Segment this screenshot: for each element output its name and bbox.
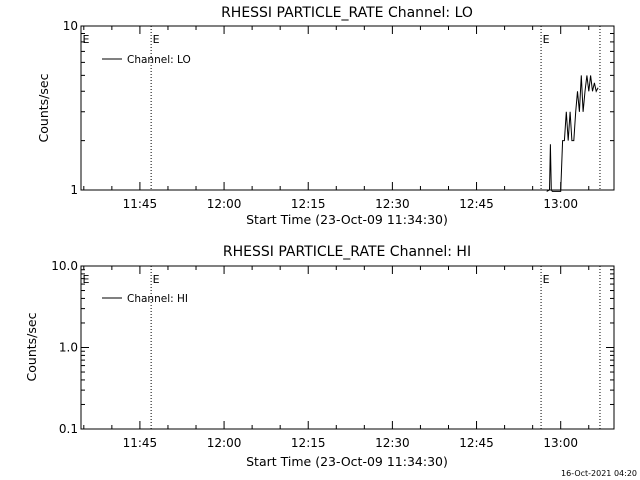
generation-timestamp: 16-Oct-2021 04:20 (561, 469, 637, 478)
x-tick-label: 12:45 (459, 436, 494, 450)
event-marker-label: E (153, 33, 160, 46)
chart-panel-hi: RHESSI PARTICLE_RATE Channel: HI 11:45 12… (24, 244, 615, 469)
y-tick-label: 10 (63, 19, 78, 33)
y-tick-labels: 0.1 1.0 10.0 (51, 259, 78, 436)
series-channel-lo (546, 75, 599, 192)
x-tick-label: 13:00 (543, 197, 578, 211)
x-tick-label: 12:00 (207, 436, 242, 450)
plot-frame (80, 25, 615, 191)
y-tick-label: 0.1 (59, 422, 78, 436)
x-tick-label: 13:00 (543, 436, 578, 450)
event-marker-label: E (543, 273, 550, 286)
plot-frame (80, 265, 615, 430)
x-tick-label: 12:15 (291, 436, 326, 450)
tick-marks (81, 265, 614, 430)
chart-panel-lo: RHESSI PARTICLE_RATE Channel: LO 11:45 12… (36, 5, 615, 227)
chart-title: RHESSI PARTICLE_RATE Channel: HI (223, 244, 471, 260)
series-line (546, 75, 599, 192)
legend-label-lo: Channel: LO (127, 54, 191, 66)
x-tick-label: 11:45 (123, 436, 158, 450)
y-tick-labels: 1 10 (63, 19, 78, 197)
x-axis-label: Start Time (23-Oct-09 11:34:30) (246, 212, 448, 227)
x-tick-label: 11:45 (123, 197, 158, 211)
x-tick-label: 12:30 (375, 197, 410, 211)
event-marker-label: E (543, 33, 550, 46)
x-axis-label: Start Time (23-Oct-09 11:34:30) (246, 454, 448, 469)
y-axis-label: Counts/sec (36, 73, 51, 142)
y-axis-label: Counts/sec (24, 312, 39, 381)
x-tick-label: 12:30 (375, 436, 410, 450)
x-tick-labels: 11:45 12:00 12:15 12:30 12:45 13:00 (123, 197, 578, 211)
tick-marks (81, 25, 614, 191)
x-tick-label: 12:15 (291, 197, 326, 211)
start-marker-label: E (83, 33, 90, 46)
y-tick-label: 10.0 (51, 259, 78, 273)
y-tick-label: 1.0 (59, 341, 78, 355)
start-marker-label: E (83, 273, 90, 286)
x-tick-label: 12:00 (207, 197, 242, 211)
chart-title: RHESSI PARTICLE_RATE Channel: LO (221, 5, 473, 21)
x-tick-label: 12:45 (459, 197, 494, 211)
legend-label-hi: Channel: HI (127, 293, 188, 305)
event-marker-label: E (153, 273, 160, 286)
y-tick-label: 1 (70, 183, 78, 197)
x-tick-labels: 11:45 12:00 12:15 12:30 12:45 13:00 (123, 436, 578, 450)
